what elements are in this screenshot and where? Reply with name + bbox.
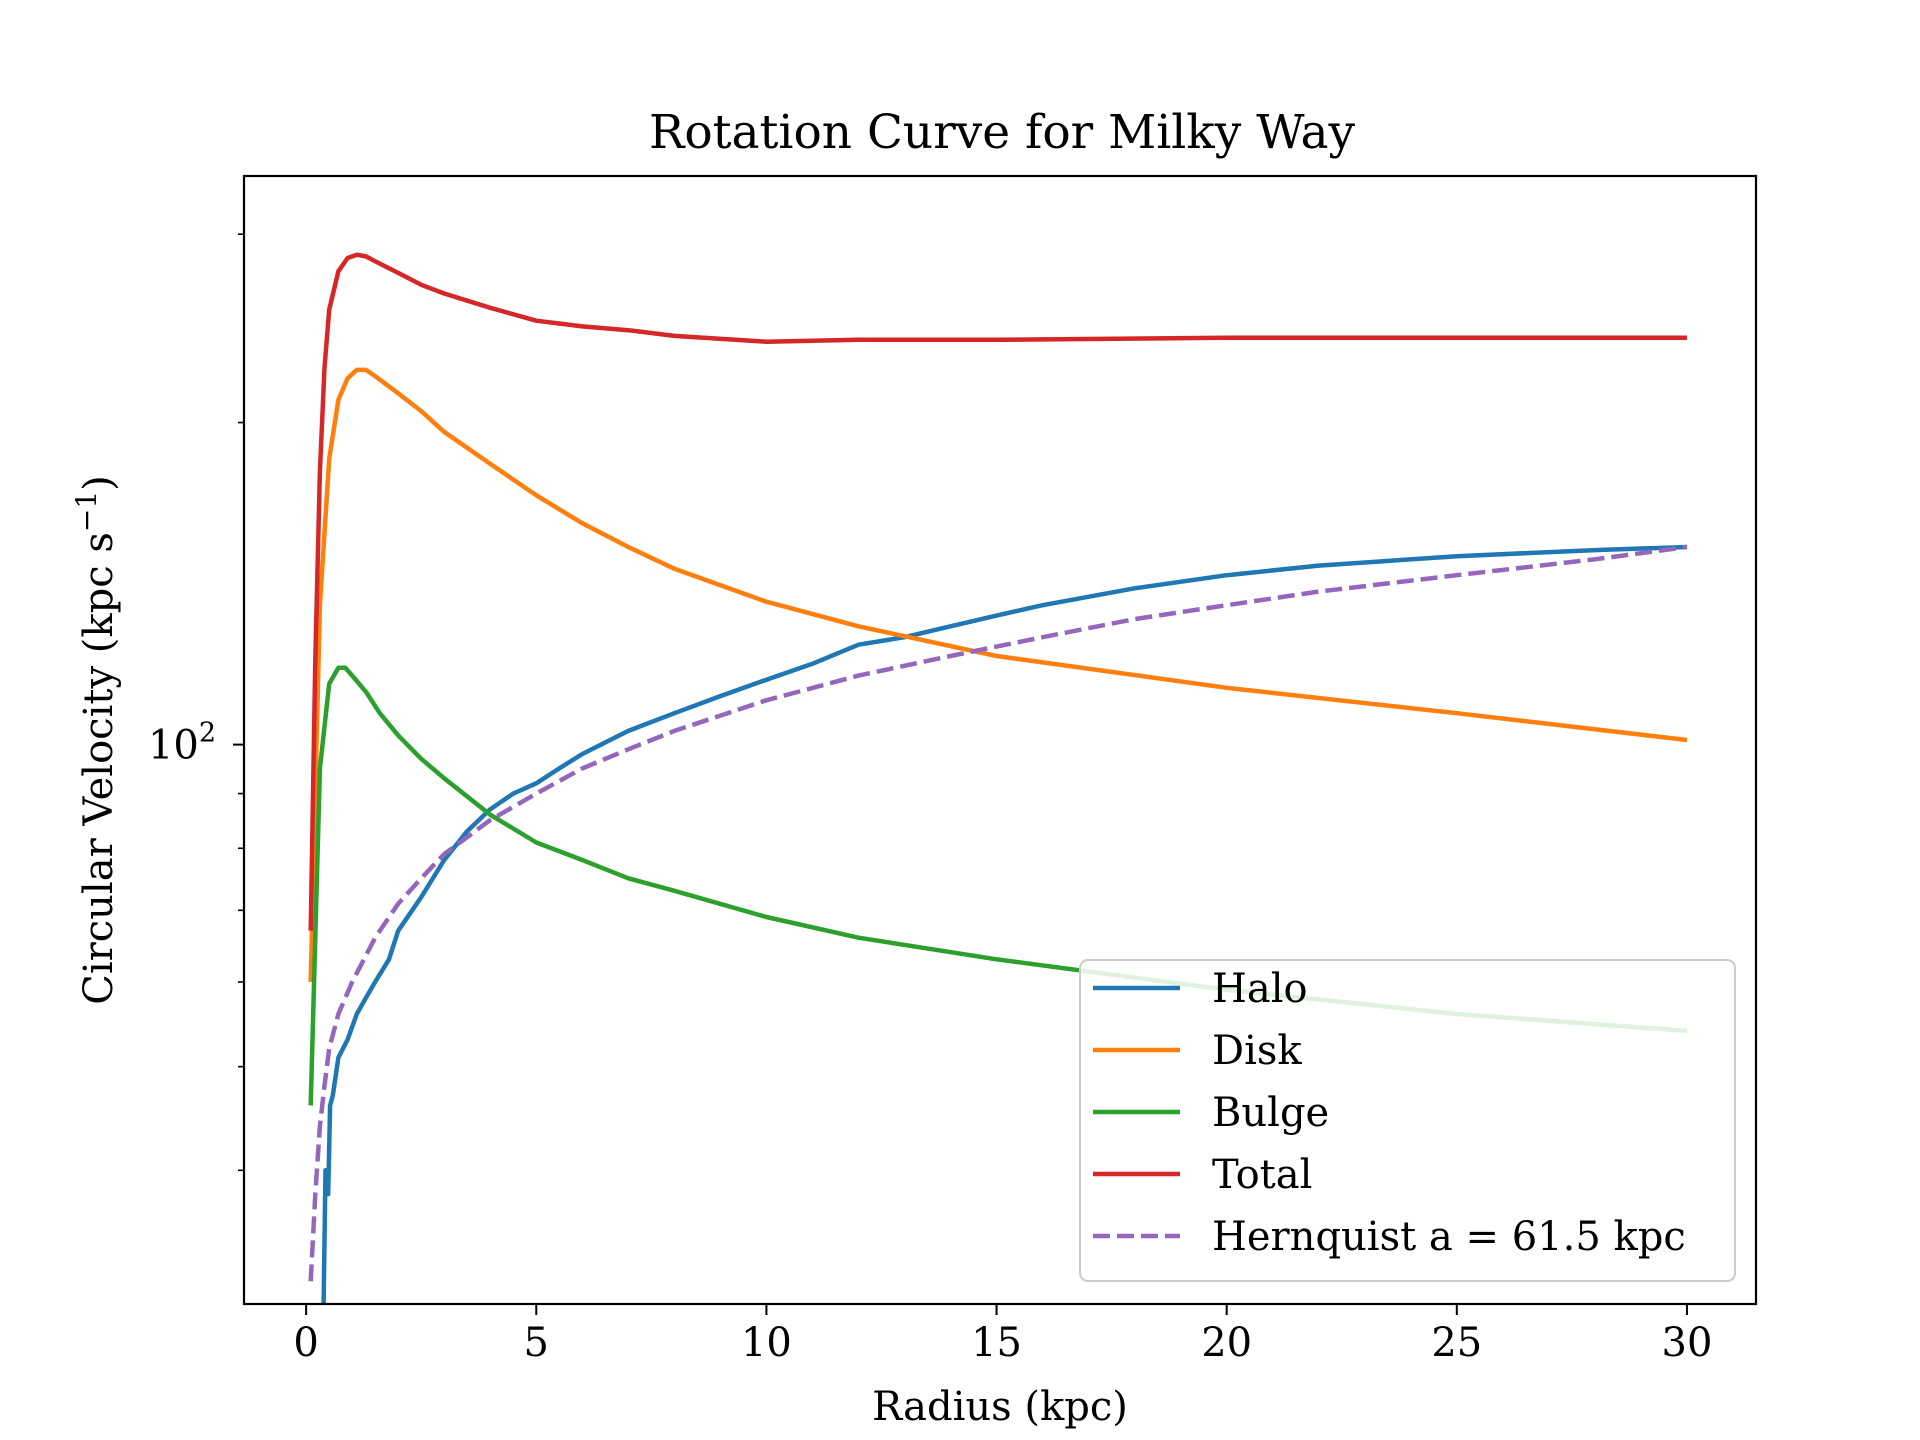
- y-axis-ticks: 102: [148, 233, 244, 1172]
- chart-title: Rotation Curve for Milky Way: [649, 105, 1356, 160]
- series-line-1: [321, 544, 1688, 1304]
- series-layer: [308, 252, 1688, 1304]
- y-axis-label: Circular Velocity (kpc s−1): [70, 475, 122, 1005]
- x-tick-label: 30: [1662, 1320, 1713, 1366]
- y-axis-label-superscript: −1: [70, 491, 103, 532]
- series-line-4: [308, 252, 1687, 931]
- x-axis-ticks: 0 5 10 15 20 25 30: [293, 1304, 1712, 1366]
- x-tick-label: 0: [293, 1320, 318, 1366]
- x-tick-label: 5: [524, 1320, 549, 1366]
- legend-label-2: Disk: [1212, 1028, 1302, 1074]
- legend-label-1: Halo: [1212, 966, 1308, 1012]
- axes-frame: [242, 174, 1758, 1306]
- y-axis-label-close: ): [76, 475, 122, 491]
- x-tick-label: 15: [971, 1320, 1022, 1366]
- legend: Halo Disk Bulge Total Hernquist a = 61.5 kpc: [1079, 959, 1736, 1282]
- y-tick-label: 102: [148, 718, 216, 769]
- y-axis-label-main: Circular Velocity (kpc s: [76, 532, 122, 1005]
- legend-label-4: Total: [1212, 1152, 1312, 1198]
- legend-label-3: Bulge: [1212, 1090, 1329, 1136]
- x-axis-label: Radius (kpc): [872, 1384, 1128, 1430]
- x-tick-label: 25: [1431, 1320, 1482, 1366]
- legend-frame: [1079, 959, 1736, 1282]
- series-line-2: [308, 367, 1688, 982]
- x-tick-label: 20: [1201, 1320, 1252, 1366]
- legend-label-5: Hernquist a = 61.5 kpc: [1212, 1214, 1686, 1260]
- x-tick-label: 10: [741, 1320, 792, 1366]
- series-line-5: [308, 544, 1688, 1282]
- series-line-3: [308, 665, 1688, 1106]
